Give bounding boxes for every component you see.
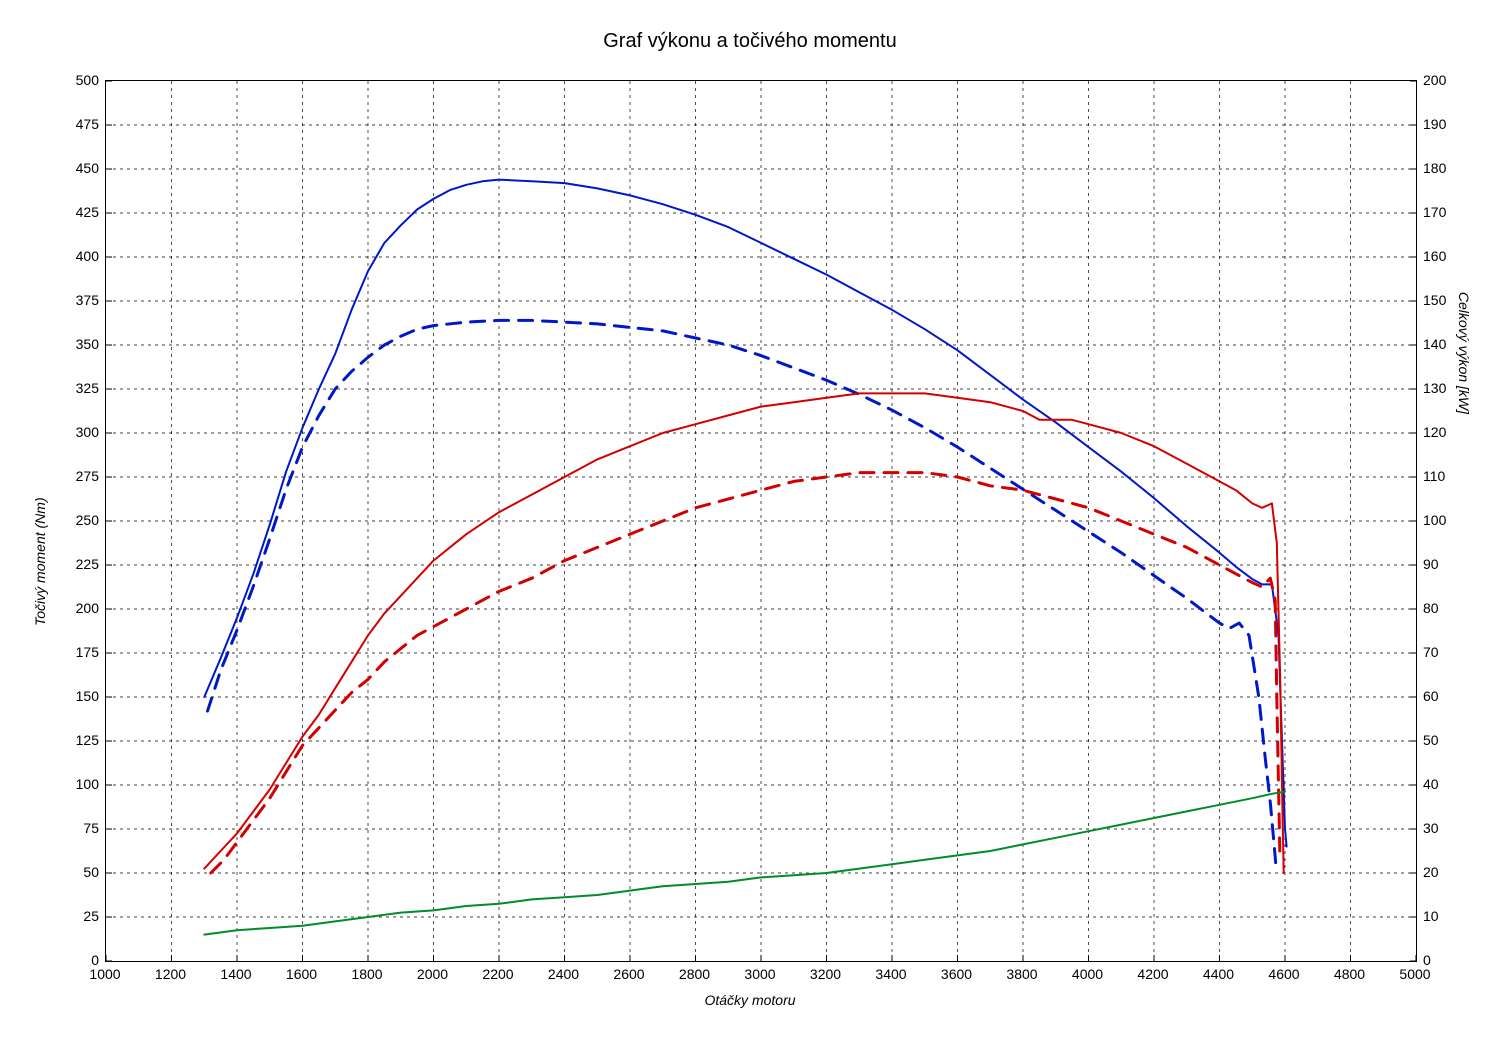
y-right-tick-label: 80 (1423, 600, 1439, 616)
y-right-tick-label: 20 (1423, 864, 1439, 880)
x-tick-label: 3000 (744, 966, 775, 982)
y-right-tick-label: 200 (1423, 72, 1446, 88)
y-left-tick-label: 50 (83, 864, 99, 880)
x-tick-label: 5000 (1399, 966, 1430, 982)
x-tick-label: 2400 (548, 966, 579, 982)
y-right-tick-label: 110 (1423, 468, 1445, 484)
y-right-tick-label: 50 (1423, 732, 1439, 748)
x-tick-label: 3600 (941, 966, 972, 982)
y-right-tick-label: 130 (1423, 380, 1446, 396)
x-tick-label: 4400 (1203, 966, 1234, 982)
y-left-tick-label: 400 (76, 248, 99, 264)
y-left-tick-label: 125 (76, 732, 99, 748)
series-torque_solid (204, 180, 1286, 847)
x-tick-label: 4600 (1268, 966, 1299, 982)
y-left-tick-label: 425 (76, 204, 99, 220)
y-right-tick-label: 10 (1423, 908, 1439, 924)
y-right-tick-label: 30 (1423, 820, 1439, 836)
y-axis-left-label: Točivý moment (Nm) (32, 497, 48, 626)
chart-svg (106, 81, 1416, 961)
series-green_line (204, 792, 1285, 935)
y-axis-right-label: Celkový výkon [kW] (1456, 292, 1472, 414)
x-tick-label: 2200 (482, 966, 513, 982)
y-right-tick-label: 70 (1423, 644, 1439, 660)
y-right-tick-label: 100 (1423, 512, 1446, 528)
x-tick-label: 2000 (417, 966, 448, 982)
y-left-tick-label: 175 (76, 644, 99, 660)
x-tick-label: 2600 (613, 966, 644, 982)
y-left-tick-label: 275 (76, 468, 99, 484)
y-right-tick-label: 150 (1423, 292, 1446, 308)
x-tick-label: 1200 (155, 966, 186, 982)
y-left-tick-label: 350 (76, 336, 99, 352)
x-tick-label: 1600 (286, 966, 317, 982)
y-right-tick-label: 160 (1423, 248, 1446, 264)
chart-title: Graf výkonu a točivého momentu (0, 30, 1500, 53)
y-left-tick-label: 375 (76, 292, 99, 308)
y-right-tick-label: 170 (1423, 204, 1446, 220)
plot-area (105, 80, 1417, 962)
y-left-tick-label: 150 (76, 688, 99, 704)
y-right-tick-label: 140 (1423, 336, 1446, 352)
y-left-tick-label: 300 (76, 424, 99, 440)
y-right-tick-label: 40 (1423, 776, 1439, 792)
y-left-tick-label: 325 (76, 380, 99, 396)
x-tick-label: 2800 (679, 966, 710, 982)
x-tick-label: 3200 (810, 966, 841, 982)
y-left-tick-label: 25 (83, 908, 99, 924)
x-axis-label: Otáčky motoru (0, 992, 1500, 1008)
y-left-tick-label: 250 (76, 512, 99, 528)
y-left-tick-label: 200 (76, 600, 99, 616)
y-right-tick-label: 120 (1423, 424, 1446, 440)
y-right-tick-label: 90 (1423, 556, 1439, 572)
x-tick-label: 3800 (1006, 966, 1037, 982)
y-left-tick-label: 100 (76, 776, 99, 792)
y-left-tick-label: 500 (76, 72, 99, 88)
y-left-tick-label: 450 (76, 160, 99, 176)
x-tick-label: 3400 (875, 966, 906, 982)
y-right-tick-label: 180 (1423, 160, 1446, 176)
x-tick-label: 4000 (1072, 966, 1103, 982)
series-power_solid (204, 393, 1283, 873)
series-power_dashed (211, 473, 1280, 873)
x-tick-label: 1800 (351, 966, 382, 982)
x-tick-label: 1000 (89, 966, 120, 982)
y-left-tick-label: 475 (76, 116, 99, 132)
y-left-tick-label: 225 (76, 556, 99, 572)
x-tick-label: 4200 (1137, 966, 1168, 982)
x-tick-label: 1400 (220, 966, 251, 982)
y-left-tick-label: 75 (83, 820, 99, 836)
y-right-tick-label: 60 (1423, 688, 1439, 704)
y-right-tick-label: 190 (1423, 116, 1446, 132)
x-tick-label: 4800 (1334, 966, 1365, 982)
chart-container: Graf výkonu a točivého momentu Točivý mo… (0, 0, 1500, 1040)
